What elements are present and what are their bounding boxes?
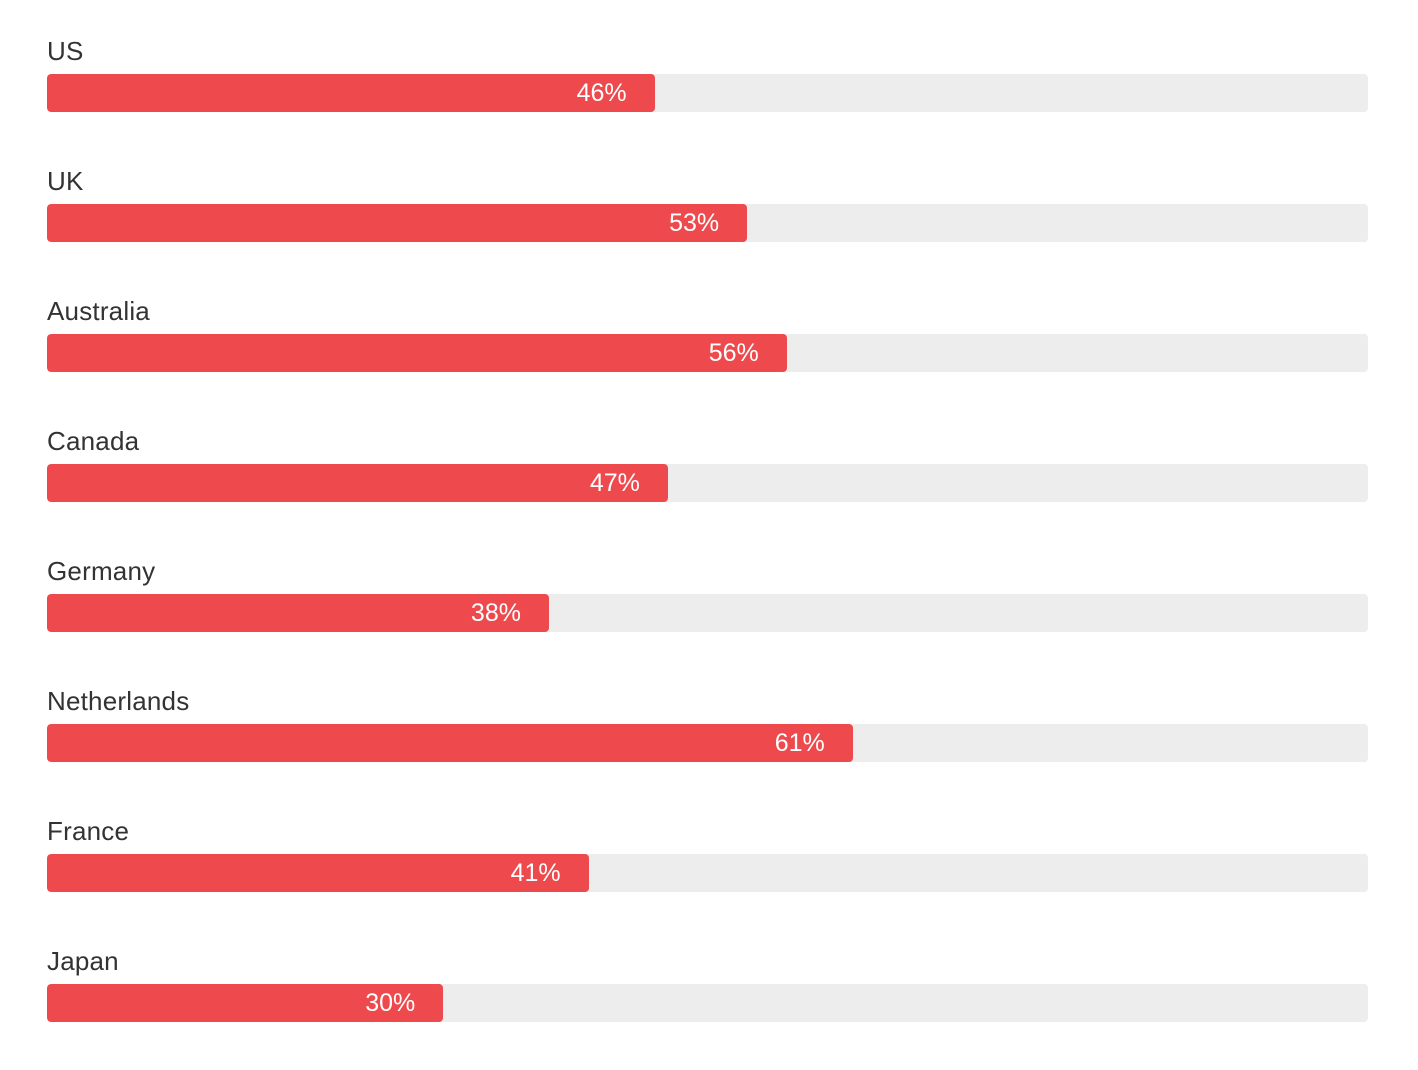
value-label: 38% [470,598,521,627]
bar-row: Netherlands 61% [47,686,1368,762]
bar-track: 56% [47,334,1368,372]
bar-fill: 61% [47,724,853,762]
bar-track: 46% [47,74,1368,112]
bar-chart: US 46% UK 53% Australia 56% Canada 47% [47,36,1368,1022]
bar-row: Australia 56% [47,296,1368,372]
bar-fill: 41% [47,854,589,892]
bar-fill: 53% [47,204,748,242]
bar-fill: 30% [47,984,444,1022]
category-label: Japan [47,946,119,976]
bar-track: 53% [47,204,1368,242]
bar-row: Japan 30% [47,946,1368,1022]
category-label: UK [47,166,84,196]
bar-row: France 41% [47,816,1368,892]
bar-track: 61% [47,724,1368,762]
bar-track: 30% [47,984,1368,1022]
value-label: 30% [365,988,416,1017]
category-label: US [47,36,84,66]
bar-fill: 46% [47,74,655,112]
value-label: 56% [708,338,759,367]
category-label: Netherlands [47,686,190,716]
category-label: Australia [47,296,150,326]
value-label: 41% [510,858,561,887]
category-label: Germany [47,556,156,586]
bar-row: Canada 47% [47,426,1368,502]
bar-row: Germany 38% [47,556,1368,632]
bar-row: UK 53% [47,166,1368,242]
bar-fill: 56% [47,334,787,372]
bar-row: US 46% [47,36,1368,112]
category-label: Canada [47,426,140,456]
value-label: 61% [774,728,825,757]
bar-track: 47% [47,464,1368,502]
bar-track: 41% [47,854,1368,892]
category-label: France [47,816,130,846]
bar-fill: 47% [47,464,668,502]
value-label: 46% [576,78,627,107]
value-label: 47% [589,468,640,497]
bar-track: 38% [47,594,1368,632]
bar-fill: 38% [47,594,549,632]
value-label: 53% [669,208,720,237]
